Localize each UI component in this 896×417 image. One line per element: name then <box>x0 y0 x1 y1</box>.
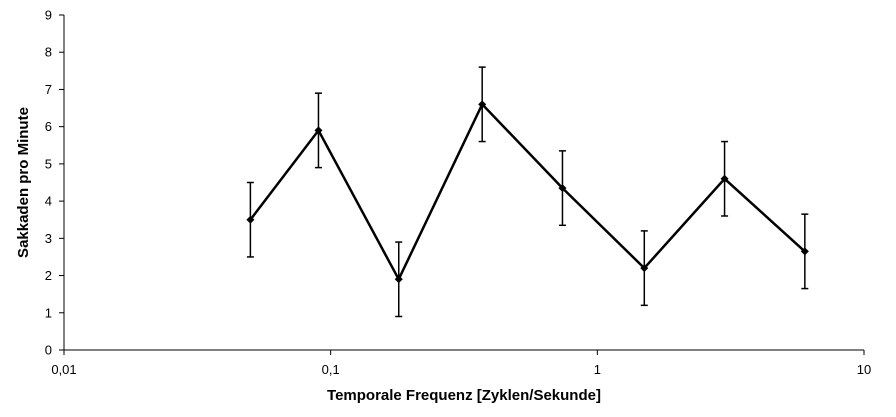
y-tick-label: 4 <box>45 194 52 209</box>
data-point <box>558 184 567 193</box>
x-axis-title: Temporale Frequenz [Zyklen/Sekunde] <box>327 387 601 404</box>
y-tick-label: 3 <box>45 231 52 246</box>
y-tick-label: 2 <box>45 268 52 283</box>
error-bars <box>246 66 809 318</box>
y-tick-label: 8 <box>45 45 52 60</box>
data-point <box>720 174 729 183</box>
y-tick-label: 6 <box>45 119 52 134</box>
y-tick-label: 5 <box>45 156 52 171</box>
data-markers <box>246 100 809 284</box>
data-point <box>640 264 649 273</box>
data-point <box>478 100 487 109</box>
y-ticks: 0 1 2 3 4 5 6 7 8 9 <box>45 8 64 358</box>
x-tick-label: 0,1 <box>322 362 340 377</box>
y-tick-label: 0 <box>45 343 52 358</box>
data-point <box>800 247 809 256</box>
series-line <box>249 102 806 283</box>
x-tick-label: 10 <box>857 362 871 377</box>
x-tick-label: 0,01 <box>51 362 76 377</box>
data-point <box>314 126 323 135</box>
x-tick-label: 1 <box>594 362 601 377</box>
data-point <box>394 275 403 284</box>
x-ticks: 0,01 0,1 1 10 <box>51 350 871 377</box>
y-tick-label: 9 <box>45 8 52 23</box>
y-tick-label: 1 <box>45 305 52 320</box>
y-tick-label: 7 <box>45 82 52 97</box>
data-point <box>246 215 255 224</box>
plot-area: 0 1 2 3 4 5 6 7 8 9 0,01 0,1 1 10 <box>45 8 871 378</box>
y-axis-title: Sakkaden pro Minute <box>15 107 32 258</box>
